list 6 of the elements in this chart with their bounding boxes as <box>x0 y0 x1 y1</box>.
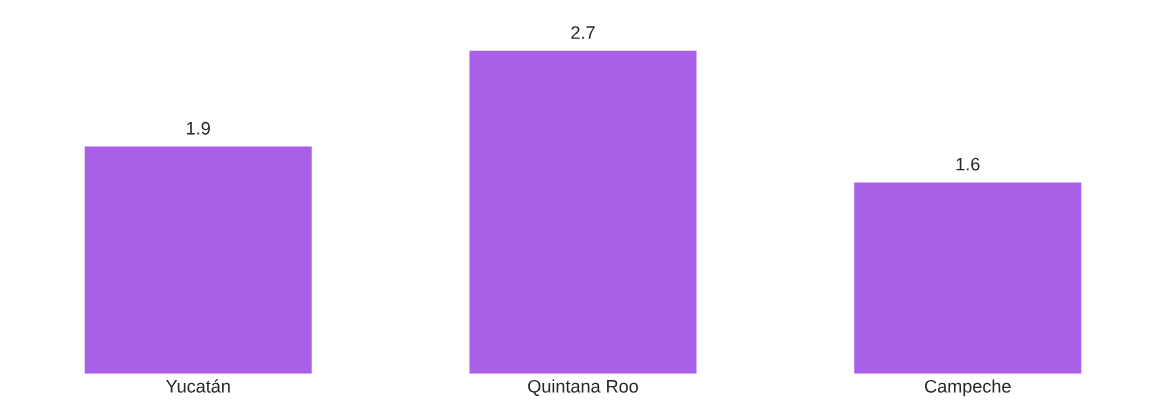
x-tick-label: Yucatán <box>165 379 230 393</box>
x-tick-label: Campeche <box>925 379 1011 397</box>
data-label: 1.9 <box>187 121 210 135</box>
data-label: 1.6 <box>956 157 980 171</box>
data-label: 2.7 <box>571 26 595 39</box>
x-tick-label: Quintana Roo <box>528 379 638 396</box>
